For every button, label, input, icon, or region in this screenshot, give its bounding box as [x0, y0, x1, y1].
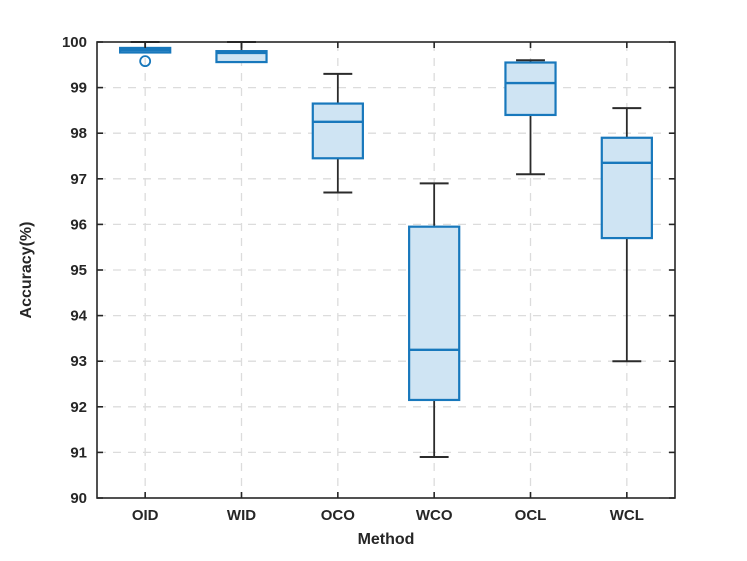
y-axis-label: Accuracy(%) — [18, 221, 35, 319]
x-tick-label: OCL — [515, 507, 547, 524]
y-tick-label: 92 — [70, 399, 87, 416]
y-tick-label: 91 — [70, 444, 87, 461]
x-axis-label: Method — [357, 531, 415, 548]
x-tick-label: OID — [132, 507, 159, 524]
box-OCL — [504, 61, 557, 117]
box-WCO — [408, 225, 461, 402]
y-tick-label: 99 — [70, 80, 87, 97]
box-OCO — [311, 102, 364, 160]
outlier-point — [139, 55, 152, 68]
y-tick-label: 96 — [70, 216, 87, 233]
box-WID — [215, 50, 268, 64]
y-tick-label: 93 — [70, 353, 87, 370]
y-tick-label: 94 — [70, 308, 87, 325]
y-tick-label: 100 — [62, 34, 87, 51]
x-tick-label: OCO — [321, 507, 356, 524]
y-tick-label: 97 — [70, 171, 87, 188]
box-WCL — [600, 136, 653, 240]
y-tick-label: 95 — [70, 262, 87, 279]
x-tick-label: WCO — [416, 507, 453, 524]
x-tick-label: WID — [227, 507, 256, 524]
x-tick-label: WCL — [610, 507, 644, 524]
y-tick-label: 98 — [70, 125, 87, 142]
y-tick-label: 90 — [70, 490, 87, 507]
